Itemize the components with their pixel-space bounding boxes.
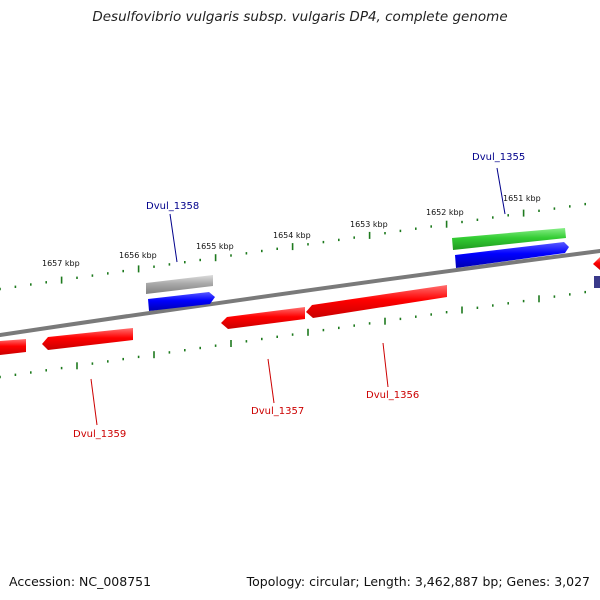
gene-feature-right-edge-2[interactable] <box>594 276 600 288</box>
gene-label-dvul-1359[interactable]: Dvul_1359 <box>73 429 126 440</box>
ruler-label: 1652 kbp <box>426 208 464 217</box>
gene-feature-dvul-1358-blue[interactable] <box>148 292 215 311</box>
connector-dvul-1359 <box>90 378 98 426</box>
ruler-label: 1653 kbp <box>350 220 388 229</box>
gene-feature-left-edge[interactable] <box>0 339 26 355</box>
label-connectors <box>90 167 506 426</box>
connector-dvul-1358 <box>169 213 178 263</box>
inner-tick-ring <box>0 290 587 379</box>
ruler-label: 1656 kbp <box>119 251 157 260</box>
ruler-label: 1654 kbp <box>273 231 311 240</box>
connector-dvul-1355 <box>496 167 506 215</box>
gene-feature-dvul-1356[interactable] <box>306 285 447 318</box>
outer-tick-ring <box>0 202 587 291</box>
genome-backbone <box>0 249 600 337</box>
ruler-labels: 1651 kbp 1652 kbp 1653 kbp 1654 kbp 1655… <box>42 194 541 268</box>
gene-label-dvul-1357[interactable]: Dvul_1357 <box>251 406 304 417</box>
gene-feature-dvul-1355-green[interactable] <box>452 228 566 250</box>
gene-label-dvul-1358[interactable]: Dvul_1358 <box>146 201 199 212</box>
ruler-label: 1657 kbp <box>42 259 80 268</box>
accession-text: Accession: NC_008751 <box>9 574 152 589</box>
ruler-label: 1651 kbp <box>503 194 541 203</box>
map-title: Desulfovibrio vulgaris subsp. vulgaris D… <box>92 9 508 25</box>
gene-label-dvul-1355[interactable]: Dvul_1355 <box>472 152 525 163</box>
gene-feature-dvul-1355-blue[interactable] <box>455 242 569 268</box>
genome-summary-text: Topology: circular; Length: 3,462,887 bp… <box>246 574 590 589</box>
gene-feature-dvul-1359[interactable] <box>42 328 133 350</box>
gene-feature-right-edge[interactable] <box>593 257 600 270</box>
gene-label-dvul-1356[interactable]: Dvul_1356 <box>366 390 419 401</box>
connector-dvul-1356 <box>382 342 389 388</box>
gene-feature-dvul-1358-gray[interactable] <box>146 275 213 294</box>
gene-feature-dvul-1357[interactable] <box>221 307 305 329</box>
ruler-label: 1655 kbp <box>196 242 234 251</box>
connector-dvul-1357 <box>267 358 275 404</box>
